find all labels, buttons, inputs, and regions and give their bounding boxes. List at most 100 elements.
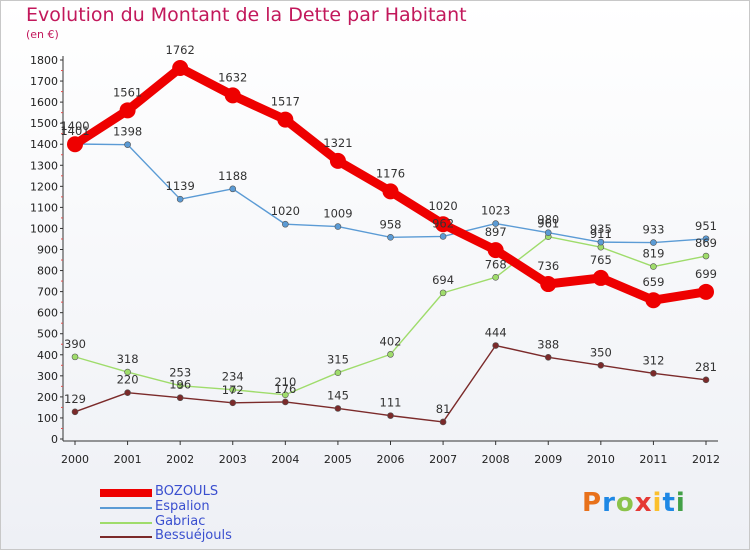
data-point — [702, 376, 710, 384]
logo-letter: t — [662, 488, 676, 518]
data-point — [334, 405, 342, 412]
y-tick-label: 500 — [37, 328, 58, 341]
data-point — [224, 87, 241, 104]
logo-letter: P — [582, 488, 603, 518]
data-point — [229, 399, 237, 407]
proxiti-logo: Proxiti — [582, 488, 686, 518]
x-tick-label: 2003 — [219, 453, 247, 466]
data-label: 765 — [590, 253, 612, 267]
data-label: 1762 — [166, 43, 195, 57]
data-point — [592, 269, 609, 286]
data-point — [492, 273, 499, 281]
data-label: 129 — [64, 392, 86, 406]
data-point — [492, 220, 499, 227]
data-label: 980 — [537, 213, 559, 227]
data-label: 444 — [485, 326, 507, 340]
data-label: 220 — [117, 373, 139, 387]
data-label: 961 — [537, 217, 559, 231]
data-label: 210 — [274, 375, 296, 389]
y-tick-label: 0 — [51, 433, 58, 446]
y-tick-label: 1300 — [30, 159, 58, 172]
data-label: 958 — [380, 217, 402, 231]
logo-letter: r — [602, 488, 616, 518]
data-label: 81 — [436, 402, 451, 416]
data-point — [702, 252, 710, 260]
x-tick-label: 2009 — [534, 453, 562, 466]
y-tick-label: 400 — [37, 349, 58, 362]
data-point — [67, 136, 83, 153]
y-tick-label: 100 — [37, 412, 58, 425]
data-point — [124, 389, 131, 396]
data-point — [439, 289, 447, 297]
data-point — [172, 60, 189, 77]
data-point — [71, 408, 79, 416]
data-point — [487, 242, 504, 259]
data-point — [282, 220, 289, 228]
x-tick-label: 2006 — [377, 453, 405, 466]
data-label: 388 — [537, 337, 559, 351]
data-label: 350 — [590, 345, 612, 359]
data-label: 933 — [642, 223, 664, 237]
data-point — [439, 233, 447, 240]
data-label: 694 — [432, 273, 454, 287]
x-tick-label: 2002 — [166, 453, 194, 466]
data-label: 1400 — [60, 119, 89, 133]
data-point — [334, 223, 342, 230]
x-tick-label: 2011 — [639, 453, 667, 466]
data-label: 768 — [485, 257, 507, 271]
y-tick-label: 1800 — [30, 54, 58, 67]
data-point — [277, 111, 294, 128]
data-label: 736 — [537, 259, 559, 273]
data-point — [176, 382, 184, 390]
data-point — [282, 398, 289, 406]
y-tick-label: 1100 — [30, 201, 58, 214]
x-tick-label: 2012 — [692, 453, 720, 466]
data-label: 1398 — [113, 125, 142, 139]
data-point — [329, 152, 346, 169]
data-point — [71, 353, 79, 361]
legend-swatch-gabriac — [100, 522, 152, 524]
data-label: 315 — [327, 353, 349, 367]
legend-swatch-espalion — [100, 507, 152, 509]
data-label: 1139 — [166, 179, 195, 193]
data-point — [387, 412, 394, 419]
data-label: 951 — [695, 219, 717, 233]
data-point — [435, 216, 452, 233]
data-point — [176, 394, 184, 402]
y-tick-label: 300 — [37, 370, 58, 383]
data-label: 312 — [642, 353, 664, 367]
data-point — [229, 185, 237, 193]
y-tick-label: 1700 — [30, 75, 58, 88]
data-label: 172 — [222, 383, 244, 397]
data-point — [387, 351, 394, 358]
legend-label-bozouls: BOZOULS — [155, 484, 219, 499]
data-point — [282, 391, 289, 399]
data-label: 196 — [169, 378, 191, 392]
data-label: 1321 — [323, 136, 352, 150]
data-label: 1401 — [60, 124, 89, 138]
data-label: 699 — [695, 267, 717, 281]
data-point — [645, 292, 662, 309]
data-label: 869 — [695, 236, 717, 250]
data-label: 402 — [380, 334, 402, 348]
data-point — [439, 418, 447, 426]
data-label: 145 — [327, 388, 349, 402]
data-point — [650, 239, 657, 246]
data-point — [702, 235, 710, 243]
legend-swatch-bozouls — [100, 489, 152, 497]
y-tick-label: 800 — [37, 265, 58, 278]
data-point — [650, 263, 657, 270]
x-tick-label: 2001 — [114, 453, 142, 466]
data-label: 911 — [590, 227, 612, 241]
data-point — [492, 342, 499, 349]
y-tick-label: 1400 — [30, 138, 58, 151]
data-label: 659 — [642, 275, 664, 289]
y-tick-label: 600 — [37, 307, 58, 320]
legend-label-gabriac: Gabriac — [155, 514, 206, 529]
data-label: 819 — [642, 247, 664, 261]
y-tick-label: 900 — [37, 244, 58, 257]
logo-letter: i — [675, 488, 686, 518]
data-point — [544, 229, 552, 236]
data-point — [176, 195, 184, 203]
legend-label-espalion: Espalion — [155, 499, 210, 514]
